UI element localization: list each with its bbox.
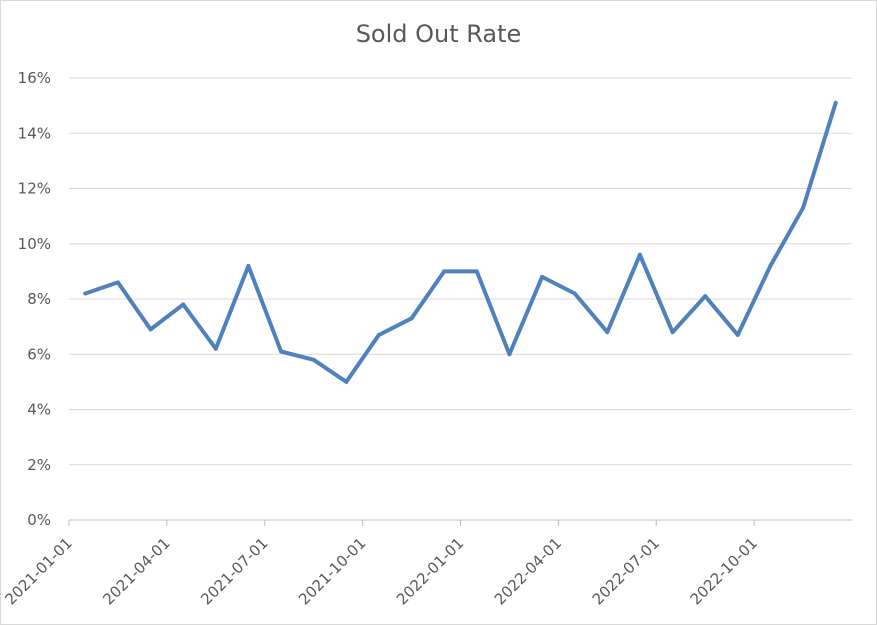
data-point <box>572 291 577 296</box>
y-tick-label: 12% <box>18 180 51 198</box>
data-point <box>83 291 88 296</box>
data-point <box>507 352 512 357</box>
x-tick-label: 2022-07-01 <box>589 534 663 608</box>
data-point <box>768 263 773 268</box>
data-point <box>833 100 838 105</box>
x-tick-label: 2022-10-01 <box>687 534 761 608</box>
y-tick-label: 2% <box>27 456 51 474</box>
y-tick-label: 10% <box>18 235 51 253</box>
chart-title: Sold Out Rate <box>355 20 522 48</box>
data-point <box>409 316 414 321</box>
x-tick-label: 2021-01-01 <box>1 534 75 608</box>
data-point <box>246 263 251 268</box>
data-point <box>442 269 447 274</box>
data-point <box>801 205 806 210</box>
x-tick-label: 2022-04-01 <box>491 534 565 608</box>
y-tick-label: 6% <box>27 345 51 363</box>
data-point <box>344 379 349 384</box>
series-group <box>83 100 838 384</box>
series-line <box>83 100 838 384</box>
gridlines <box>69 77 852 466</box>
data-point <box>670 330 675 335</box>
x-tick-label: 2022-01-01 <box>393 534 467 608</box>
x-axis-ticks: 2021-01-01 2021-04-01 2021-07-01 2021-10-01… <box>1 520 761 608</box>
y-tick-label: 0% <box>27 511 51 529</box>
data-point <box>540 274 545 279</box>
data-point <box>213 346 218 351</box>
data-point <box>376 332 381 337</box>
y-tick-label: 16% <box>18 69 51 87</box>
data-point <box>311 357 316 362</box>
data-point <box>279 349 284 354</box>
y-tick-label: 4% <box>27 401 51 419</box>
data-point <box>181 302 186 307</box>
x-tick-label: 2021-04-01 <box>99 534 173 608</box>
y-tick-label: 8% <box>27 290 51 308</box>
y-axis-ticks: 0% 2% 4% 6% 8% 10% 12% 14% 16% <box>18 69 51 529</box>
data-point <box>703 294 708 299</box>
x-tick-label: 2021-07-01 <box>197 534 271 608</box>
x-tick-label: 2021-10-01 <box>295 534 369 608</box>
data-point <box>115 280 120 285</box>
data-point <box>637 252 642 257</box>
data-point <box>735 332 740 337</box>
data-point <box>148 327 153 332</box>
data-point <box>474 269 479 274</box>
data-point <box>605 330 610 335</box>
y-tick-label: 14% <box>18 124 51 142</box>
